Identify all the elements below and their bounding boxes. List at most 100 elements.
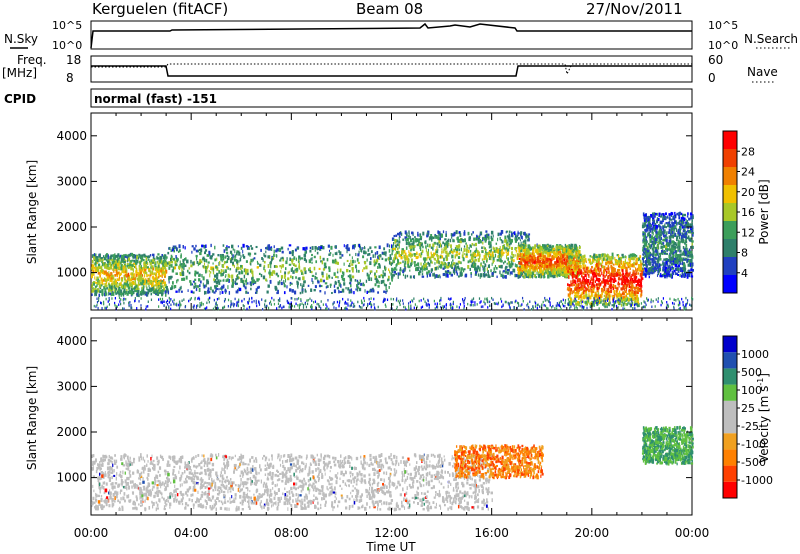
power-cell — [188, 267, 190, 270]
power-cell — [266, 290, 269, 294]
power-cell — [634, 262, 638, 266]
power-cell — [205, 244, 207, 248]
power-cell — [367, 275, 369, 280]
power-cell — [279, 280, 281, 284]
power-cell — [119, 261, 121, 265]
power-cell — [572, 250, 575, 254]
power-cell — [539, 273, 541, 278]
power-cell — [246, 268, 249, 273]
power-cell — [370, 250, 373, 254]
power-cell — [92, 288, 95, 293]
power-cell — [137, 287, 140, 291]
power-cell — [410, 261, 413, 266]
power-cell — [295, 267, 299, 272]
power-cell — [510, 258, 513, 262]
power-cell — [245, 268, 247, 271]
power-cell — [97, 266, 100, 270]
power-cell — [334, 280, 337, 285]
power-cell — [263, 260, 266, 264]
power-cell — [371, 287, 374, 291]
power-cell — [338, 282, 341, 287]
power-cell — [193, 247, 196, 251]
power-cell — [446, 270, 449, 274]
power-cell — [429, 273, 432, 277]
power-cell — [383, 265, 386, 269]
power-cell — [398, 236, 400, 241]
power-cell — [124, 260, 126, 263]
freq-left-tick-bottom: 8 — [66, 71, 74, 85]
power-cell — [488, 243, 491, 246]
power-cell — [243, 284, 246, 288]
power-cell — [96, 268, 100, 272]
power-cell — [670, 211, 673, 216]
power-cell — [485, 237, 487, 240]
power-cell — [478, 255, 481, 259]
power-cell — [600, 282, 602, 286]
power-cell — [376, 258, 379, 263]
power-cell — [430, 251, 432, 255]
power-cell — [431, 236, 434, 240]
power-cell — [202, 265, 206, 269]
power-cell — [515, 273, 518, 278]
power-cell — [383, 251, 386, 256]
power-cell — [426, 234, 429, 238]
power-cell — [223, 249, 226, 253]
power-cell — [225, 251, 229, 254]
power-cell — [180, 263, 183, 266]
power-cell — [587, 258, 590, 261]
power-cell — [154, 287, 156, 291]
power-cell — [171, 258, 174, 261]
power-cell — [96, 289, 99, 293]
power-cell — [620, 278, 622, 281]
power-cell — [485, 255, 487, 259]
power-cell — [619, 290, 621, 294]
power-cell — [280, 270, 282, 273]
power-cell — [460, 268, 463, 273]
power-cell — [523, 233, 525, 236]
power-cell — [202, 276, 205, 281]
power-cell — [274, 285, 277, 290]
power-cell — [303, 267, 306, 272]
power-cell — [205, 269, 207, 274]
power-cell — [452, 238, 454, 242]
power-cell — [311, 257, 313, 261]
power-cell — [100, 265, 103, 270]
power-cell — [114, 262, 116, 266]
power-cell — [231, 284, 234, 288]
power-cell — [512, 268, 515, 273]
power-cell — [93, 263, 96, 266]
power-cell — [518, 246, 521, 251]
power-cell — [159, 282, 161, 286]
power-cell — [176, 247, 178, 251]
power-cell — [504, 248, 507, 251]
power-cell — [462, 268, 465, 273]
power-cell — [549, 273, 552, 277]
power-cell — [218, 281, 221, 285]
power-cell — [159, 259, 161, 262]
power-cell — [442, 273, 446, 276]
power-cell — [572, 260, 575, 265]
power-cell — [398, 250, 400, 255]
power-cell — [126, 280, 129, 285]
power-cell — [250, 283, 253, 287]
power-cell — [398, 254, 401, 258]
power-cell — [432, 236, 435, 240]
power-cell — [206, 280, 210, 285]
power-cell — [469, 267, 472, 271]
power-cell — [235, 259, 237, 262]
power-cell — [533, 252, 535, 255]
power-cell — [291, 289, 294, 293]
power-cell — [118, 293, 120, 297]
power-cell — [141, 267, 143, 271]
power-cell — [124, 273, 128, 277]
power-cell — [130, 261, 132, 264]
power-cell — [572, 254, 575, 258]
power-cell — [569, 291, 572, 295]
power-cell — [256, 278, 259, 282]
power-cell — [573, 244, 577, 248]
power-cell — [580, 299, 582, 303]
power-cell — [414, 236, 416, 239]
power-cell — [430, 246, 433, 249]
power-cell — [347, 287, 350, 291]
power-cell — [262, 258, 264, 262]
